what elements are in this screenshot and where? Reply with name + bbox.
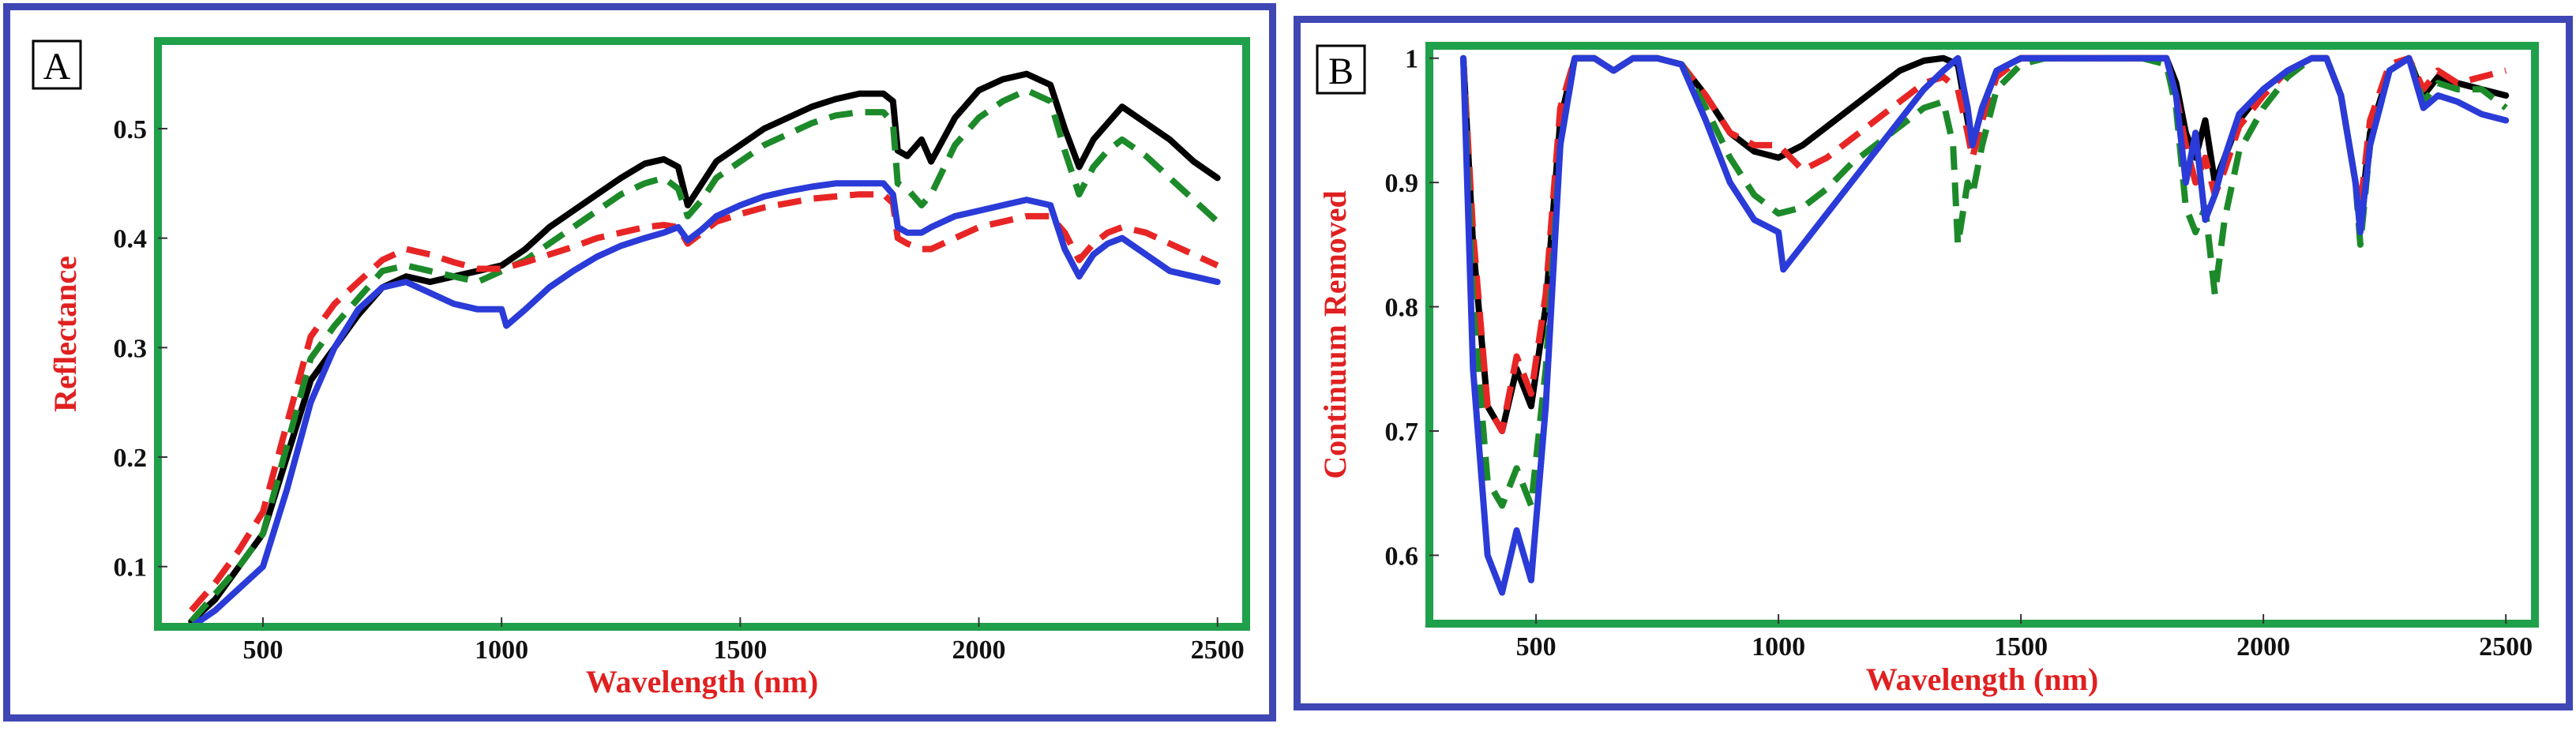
panel-b-x-axis-label: Wavelength (nm) (1866, 662, 2098, 697)
panel-b-ytick-label-2: 0.8 (1385, 294, 1419, 323)
panel-b-xtick-label-1000: 1000 (1752, 632, 1805, 662)
panel-a-ytick-label-2: 0.3 (114, 334, 148, 363)
panel-b-y-axis-label: Continuum Removed (1317, 190, 1353, 479)
panel-a-ytick-label-1: 0.2 (114, 444, 148, 473)
panel-a-xtick-label-2000: 2000 (952, 635, 1006, 665)
panel-b-letter: B (1328, 51, 1354, 92)
panel-b-series-red (1460, 54, 2507, 434)
panel-a-ytick-label-3: 0.4 (114, 225, 148, 254)
panel-b-xtick-label-2500: 2500 (2479, 632, 2533, 662)
panel-a-xtick-label-2500: 2500 (1191, 635, 1245, 665)
panel-a-ytick-label-0: 0.1 (114, 553, 148, 583)
panel-a-series-green (189, 87, 1220, 624)
panel-b-ytick-label-0: 0.6 (1385, 542, 1419, 571)
panel-b-series-green (1460, 54, 2508, 509)
panel-b-xtick-label-2000: 2000 (2236, 632, 2290, 662)
panel-a-xtick-label-500: 500 (242, 635, 283, 665)
panel-a-chart: 500 1000 1500 2000 2500 0.1 0.2 0.3 0.4 0.5 Wavele… (32, 37, 1250, 699)
panel-a-outer-frame (3, 3, 1276, 722)
panel-b-plot-frame (1425, 42, 2539, 628)
panel-a-letter-box (32, 39, 82, 90)
panel-a-x-axis-label: Wavelength (nm) (586, 664, 818, 699)
panel-b-xtick-label-1500: 1500 (1994, 632, 2048, 662)
panel-a-xtick-label-1500: 1500 (713, 635, 767, 665)
panel-b-series-blue (1460, 54, 2510, 596)
panel-a-plot-frame (154, 37, 1250, 631)
panel-b-ytick-label-4: 1 (1405, 45, 1418, 74)
panel-b-chart: 500 1000 1500 2000 2500 0.6 0.7 0.8 0.9 1 Waveleng… (1316, 42, 2539, 697)
panel-b-ytick-label-1: 0.7 (1385, 418, 1419, 447)
panel-b-letter-box (1316, 44, 1366, 95)
panel-a-ytick-label-4: 0.5 (114, 115, 148, 144)
panel-b-outer-frame (1294, 16, 2573, 710)
panel-a-xtick-label-1000: 1000 (475, 635, 528, 665)
panel-b-ytick-label-3: 0.9 (1385, 169, 1419, 198)
panel-a-series-red (189, 191, 1219, 613)
panel-a-letter: A (43, 46, 71, 88)
panel-a-series-blue (188, 180, 1221, 627)
panel-b-xtick-label-500: 500 (1516, 632, 1556, 662)
panel-a-y-axis-label: Reflectance (47, 256, 83, 412)
